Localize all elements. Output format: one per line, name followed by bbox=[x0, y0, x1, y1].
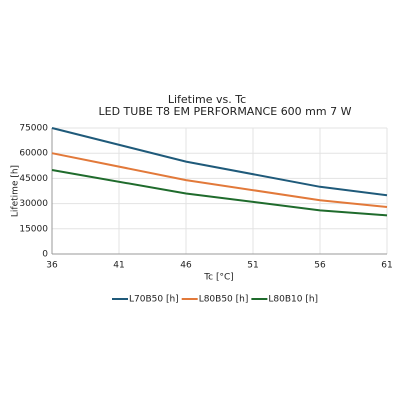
x-tick-label: 61 bbox=[381, 261, 392, 271]
legend-label: L70B50 [h] bbox=[129, 295, 179, 305]
x-tick-label: 46 bbox=[180, 261, 192, 271]
x-tick-label: 41 bbox=[113, 261, 124, 271]
legend-label: L80B50 [h] bbox=[199, 295, 249, 305]
x-axis-label: Tc [°C] bbox=[203, 273, 234, 283]
y-tick-label: 45000 bbox=[19, 174, 48, 184]
y-tick-label: 15000 bbox=[19, 224, 48, 234]
chart-title: Lifetime vs. Tc bbox=[168, 93, 246, 106]
series-line bbox=[51, 152, 388, 208]
y-tick-label: 60000 bbox=[19, 149, 48, 159]
chart-subtitle: LED TUBE T8 EM PERFORMANCE 600 mm 7 W bbox=[99, 105, 352, 118]
y-tick-label: 75000 bbox=[19, 124, 48, 134]
x-tick-label: 36 bbox=[46, 261, 58, 271]
x-tick-label: 51 bbox=[247, 261, 258, 271]
series-line bbox=[51, 127, 388, 197]
y-tick-label: 0 bbox=[42, 250, 48, 260]
y-tick-label: 30000 bbox=[19, 199, 48, 209]
legend-label: L80B10 [h] bbox=[268, 295, 318, 305]
x-tick-label: 56 bbox=[314, 261, 326, 271]
series-line bbox=[51, 169, 388, 217]
y-axis-label: Lifetime [h] bbox=[11, 165, 21, 217]
